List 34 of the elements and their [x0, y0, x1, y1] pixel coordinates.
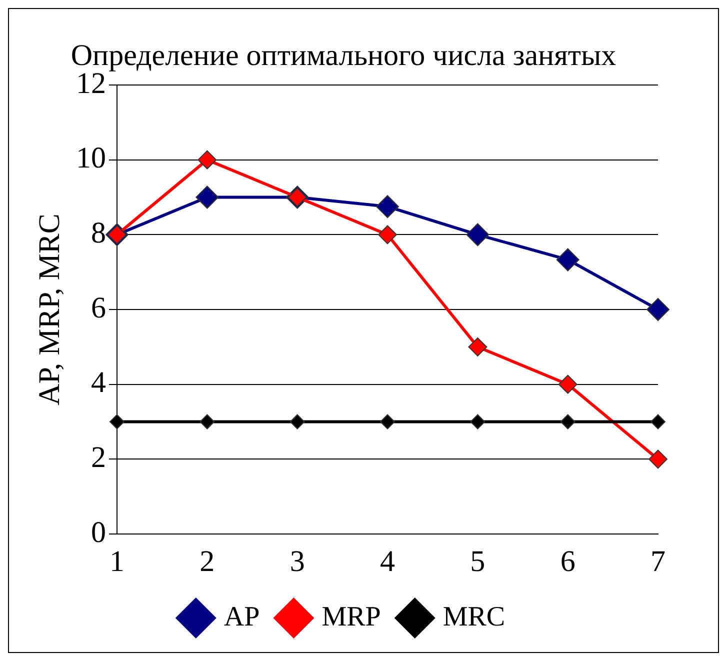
point: [558, 374, 578, 394]
point: [560, 414, 576, 430]
y-tick-label: 2: [91, 441, 106, 474]
y-tick-label: 0: [91, 516, 106, 549]
point: [648, 450, 668, 469]
point: [650, 414, 666, 430]
x-tick-label: 3: [290, 544, 305, 578]
point: [380, 414, 395, 430]
x-tick-label: 7: [650, 544, 666, 578]
point: [200, 414, 215, 430]
point: [466, 223, 490, 246]
x-tick-label: 6: [560, 544, 576, 578]
point: [646, 298, 670, 321]
point: [378, 225, 397, 244]
point: [376, 195, 399, 218]
point: [556, 248, 580, 272]
point: [198, 150, 217, 170]
y-axis-title: AP, MRP, MRC: [32, 214, 66, 406]
legend-label: MRC: [442, 601, 506, 632]
point: [196, 186, 219, 209]
y-tick-label: 10: [76, 142, 106, 175]
x-tick-label: 2: [200, 544, 215, 578]
point: [290, 414, 305, 430]
y-tick-label: 6: [91, 291, 106, 324]
x-tick-label: 5: [470, 544, 486, 578]
y-tick-label: 8: [91, 216, 106, 250]
x-tick-label: 1: [110, 544, 124, 578]
point: [110, 414, 124, 430]
legend-label: AP: [224, 601, 260, 632]
point: [470, 414, 486, 430]
x-tick-label: 4: [380, 544, 395, 578]
point: [468, 337, 488, 356]
legend-label: MRP: [322, 601, 381, 632]
y-tick-label: 4: [91, 366, 106, 400]
